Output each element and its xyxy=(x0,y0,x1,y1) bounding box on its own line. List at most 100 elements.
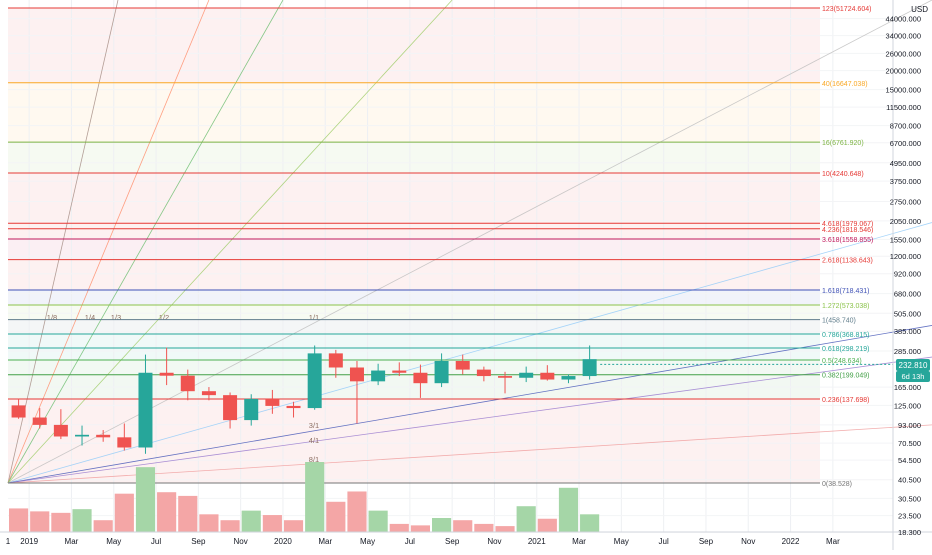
fib-band xyxy=(8,223,820,229)
candle-body xyxy=(159,372,174,376)
candle-body xyxy=(519,372,534,378)
fib-band xyxy=(8,319,820,335)
volume-bar xyxy=(474,523,494,532)
fib-level-label: 0.786(368.815) xyxy=(822,332,869,339)
gann-label: 1/1 xyxy=(309,313,319,322)
candle-body xyxy=(75,434,90,437)
fib-level-label: 0(38.528) xyxy=(822,481,852,488)
y-tick-label: 2050.000 xyxy=(890,217,921,226)
x-tick-label: Mar xyxy=(826,537,840,546)
y-tick-label: 285.000 xyxy=(894,347,921,356)
gann-fan-line xyxy=(7,424,932,484)
gann-fan-line xyxy=(7,222,932,484)
gann-fan-line xyxy=(7,0,119,484)
candle-body xyxy=(286,405,301,409)
fib-band xyxy=(8,290,820,305)
fib-level-label: 10(4240.648) xyxy=(822,171,864,178)
fib-level-label: 4.236(1818.546) xyxy=(822,227,873,234)
candle-body xyxy=(11,405,26,418)
volume-bar xyxy=(114,493,134,532)
countdown-box xyxy=(896,371,930,382)
volume-bar xyxy=(51,512,71,532)
candle-body xyxy=(561,376,576,380)
fib-level-label: 2.618(1138.643) xyxy=(822,258,873,265)
y-tick-label: 1550.000 xyxy=(890,235,921,244)
candle-body xyxy=(117,437,132,448)
fib-band xyxy=(8,360,820,375)
gann-fan-line xyxy=(7,0,210,484)
fib-band xyxy=(8,82,820,143)
fib-level-label: 1(458.740) xyxy=(822,318,856,325)
price-tag-value: 232.810 xyxy=(899,361,928,370)
candle-body xyxy=(371,370,386,382)
volume-bar xyxy=(93,520,113,532)
x-tick-label: Mar xyxy=(572,537,586,546)
y-tick-label: 54.500 xyxy=(898,456,921,465)
y-tick-label: 385.000 xyxy=(894,327,921,336)
volume-bar xyxy=(157,492,177,532)
candle-body xyxy=(201,391,216,396)
volume-bar xyxy=(347,491,367,532)
x-tick-labels: 2019 Mar May Jul Sep Nov 2020 Mar May Jul Sep Nov 20… xyxy=(20,537,840,546)
y-tick-label: 70.500 xyxy=(898,439,921,448)
fib-level-label: 40(16647.038) xyxy=(822,81,868,88)
fib-level-label: 0.618(298.219) xyxy=(822,346,869,353)
candle-body xyxy=(244,398,259,421)
x-tick-label: Mar xyxy=(65,537,79,546)
x-tick-label: May xyxy=(360,537,375,546)
y-tick-label: 11500.000 xyxy=(886,103,921,112)
y-tick-label: 3750.000 xyxy=(890,177,921,186)
gann-label: 1/2 xyxy=(159,313,169,322)
volume-bars xyxy=(9,462,600,532)
gann-fan-line xyxy=(7,0,932,484)
x-tick-label: Sep xyxy=(191,537,206,546)
y-tick-label: 15000.000 xyxy=(886,86,921,95)
volume-bar xyxy=(305,462,325,532)
volume-bar xyxy=(558,487,579,532)
price-tag-box xyxy=(896,359,930,371)
gann-label: 1/4 xyxy=(85,313,95,322)
y-tick-label: 18.300 xyxy=(898,528,921,537)
candle-body xyxy=(265,398,280,406)
fib-band xyxy=(8,228,820,239)
x-tick-label: May xyxy=(106,537,121,546)
y-tick-label: 6700.000 xyxy=(890,139,921,148)
x-tick-label: 2022 xyxy=(782,537,800,546)
gann-fan-line xyxy=(7,356,932,484)
fib-band xyxy=(8,172,820,224)
current-price-tag[interactable]: 232.810 6d 13h xyxy=(896,359,930,382)
gann-label: 4/1 xyxy=(309,436,319,445)
fib-level-label: 1.272(573.038) xyxy=(822,303,869,310)
grid xyxy=(8,0,893,533)
gann-fan-line xyxy=(7,0,284,484)
candle-body xyxy=(582,359,597,377)
currency-label: USD xyxy=(911,5,928,14)
candle-body xyxy=(476,369,491,377)
candle-body xyxy=(223,395,238,421)
candle-body xyxy=(498,376,513,378)
gann-label: 1/8 xyxy=(47,313,57,322)
volume-bar xyxy=(9,508,29,532)
volume-bar xyxy=(453,520,473,532)
gann-label: 3/1 xyxy=(309,421,319,430)
candle-body xyxy=(138,372,153,448)
candle-body xyxy=(540,372,555,380)
x-tick-label: Jul xyxy=(659,537,669,546)
candle-body xyxy=(349,367,364,382)
y-tick-labels: 44000.000 34000.000 26000.000 20000.000 1500… xyxy=(886,15,921,537)
gann-label: 1/3 xyxy=(111,313,121,322)
y-tick-label: 165.000 xyxy=(894,383,921,392)
volume-bar xyxy=(326,501,346,532)
y-tick-label: 30.500 xyxy=(898,494,921,503)
y-tick-label: 26000.000 xyxy=(886,49,921,58)
volume-bar xyxy=(516,506,536,532)
fib-level-label: 123(51724.604) xyxy=(822,6,871,13)
x-tick-label: Nov xyxy=(234,537,248,546)
y-tick-label: 505.000 xyxy=(894,309,921,318)
candle-body xyxy=(392,370,407,373)
volume-bar xyxy=(241,510,261,532)
fib-level-label: 1.618(718.431) xyxy=(822,288,869,295)
fib-band xyxy=(8,304,820,320)
